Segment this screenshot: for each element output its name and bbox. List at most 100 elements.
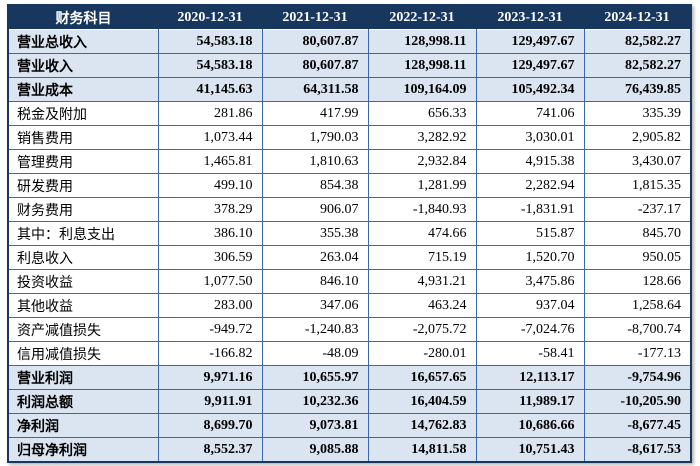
cell-value: 129,497.67 [475, 29, 585, 54]
cell-value: 10,686.66 [475, 413, 585, 438]
cell-value: 16,404.59 [367, 389, 477, 414]
row-label: 研发费用 [7, 173, 159, 198]
cell-value: 14,762.83 [367, 413, 477, 438]
cell-value: -949.72 [157, 317, 263, 342]
cell-value: 105,492.34 [475, 77, 585, 102]
row-label: 营业总收入 [7, 29, 159, 54]
cell-value: 355.38 [261, 221, 369, 246]
cell-value: 386.10 [157, 221, 263, 246]
row-label: 财务费用 [7, 197, 159, 222]
cell-value: 1,077.50 [157, 269, 263, 294]
cell-value: 845.70 [583, 221, 692, 246]
table-row: 营业收入 54,583.18 80,607.87 128,998.11 129,497.… [7, 53, 692, 78]
cell-value: 128,998.11 [367, 29, 477, 54]
cell-value: 8,552.37 [157, 437, 263, 463]
cell-value: 3,282.92 [367, 125, 477, 150]
table-row: 税金及附加 281.86 417.99 656.33 741.06 335.39 [7, 101, 692, 126]
cell-value: -10,205.90 [583, 389, 692, 414]
cell-value: 14,811.58 [367, 437, 477, 463]
cell-value: 4,915.38 [475, 149, 585, 174]
cell-value: -48.09 [261, 341, 369, 366]
cell-value: 12,113.17 [475, 365, 585, 390]
cell-value: 1,520.70 [475, 245, 585, 270]
cell-value: 80,607.87 [261, 29, 369, 54]
cell-value: 76,439.85 [583, 77, 692, 102]
cell-value: 128.66 [583, 269, 692, 294]
cell-value: 9,085.88 [261, 437, 369, 463]
cell-value: 16,657.65 [367, 365, 477, 390]
cell-value: 3,475.86 [475, 269, 585, 294]
table-row: 研发费用 499.10 854.38 1,281.99 2,282.94 1,815.35 [7, 173, 692, 198]
cell-value: 1,790.03 [261, 125, 369, 150]
cell-value: 1,073.44 [157, 125, 263, 150]
row-label: 归母净利润 [7, 437, 159, 463]
cell-value: -1,840.93 [367, 197, 477, 222]
cell-value: -177.13 [583, 341, 692, 366]
cell-value: 10,232.36 [261, 389, 369, 414]
cell-value: 3,430.07 [583, 149, 692, 174]
row-label: 管理费用 [7, 149, 159, 174]
cell-value: 1,465.81 [157, 149, 263, 174]
table-row: 财务费用 378.29 906.07 -1,840.93 -1,831.91 -237.1… [7, 197, 692, 222]
cell-value: 347.06 [261, 293, 369, 318]
row-label: 投资收益 [7, 269, 159, 294]
cell-value: 1,815.35 [583, 173, 692, 198]
column-header-date: 2022-12-31 [368, 5, 476, 30]
column-header-date: 2023-12-31 [476, 5, 584, 30]
table-row: 信用减值损失 -166.82 -48.09 -280.01 -58.41 -177.13 [7, 341, 692, 366]
cell-value: 283.00 [157, 293, 263, 318]
cell-value: 937.04 [475, 293, 585, 318]
table-row: 销售费用 1,073.44 1,790.03 3,282.92 3,030.01 2,90… [7, 125, 692, 150]
table-row: 营业总收入 54,583.18 80,607.87 128,998.11 129,497… [7, 29, 692, 54]
table-row: 投资收益 1,077.50 846.10 4,931.21 3,475.86 128.66 [7, 269, 692, 294]
column-header-date: 2024-12-31 [584, 5, 691, 30]
row-label: 销售费用 [7, 125, 159, 150]
row-label: 资产减值损失 [7, 317, 159, 342]
cell-value: 54,583.18 [157, 29, 263, 54]
cell-value: 281.86 [157, 101, 263, 126]
cell-value: -7,024.76 [475, 317, 585, 342]
table-header: 财务科目 2020-12-31 2021-12-31 2022-12-31 2023-1… [8, 5, 691, 30]
table-row: 资产减值损失 -949.72 -1,240.83 -2,075.72 -7,024.76… [7, 317, 692, 342]
cell-value: -8,617.53 [583, 437, 692, 463]
cell-value: 2,932.84 [367, 149, 477, 174]
table-row: 管理费用 1,465.81 1,810.63 2,932.84 4,915.38 3,43… [7, 149, 692, 174]
table-row: 其他收益 283.00 347.06 463.24 937.04 1,258.64 [7, 293, 692, 318]
cell-value: 109,164.09 [367, 77, 477, 102]
cell-value: -166.82 [157, 341, 263, 366]
cell-value: 656.33 [367, 101, 477, 126]
cell-value: 80,607.87 [261, 53, 369, 78]
row-label: 营业收入 [7, 53, 159, 78]
cell-value: 463.24 [367, 293, 477, 318]
cell-value: 9,073.81 [261, 413, 369, 438]
cell-value: 854.38 [261, 173, 369, 198]
cell-value: 715.19 [367, 245, 477, 270]
row-label: 其中：利息支出 [7, 221, 159, 246]
table-row: 营业成本 41,145.63 64,311.58 109,164.09 105,492.… [7, 77, 692, 102]
cell-value: 9,911.91 [157, 389, 263, 414]
cell-value: 1,258.64 [583, 293, 692, 318]
cell-value: 741.06 [475, 101, 585, 126]
cell-value: 2,905.82 [583, 125, 692, 150]
row-label: 利润总额 [7, 389, 159, 414]
cell-value: 1,281.99 [367, 173, 477, 198]
cell-value: -9,754.96 [583, 365, 692, 390]
cell-value: 499.10 [157, 173, 263, 198]
table-row: 利润总额 9,911.91 10,232.36 16,404.59 11,989.17-… [7, 389, 692, 414]
cell-value: 1,810.63 [261, 149, 369, 174]
cell-value: 129,497.67 [475, 53, 585, 78]
cell-value: -8,700.74 [583, 317, 692, 342]
cell-value: -237.17 [583, 197, 692, 222]
cell-value: 906.07 [261, 197, 369, 222]
cell-value: 417.99 [261, 101, 369, 126]
column-header-date: 2020-12-31 [158, 5, 262, 30]
table-row: 营业利润 9,971.16 10,655.97 16,657.65 12,113.17-… [7, 365, 692, 390]
cell-value: 2,282.94 [475, 173, 585, 198]
row-label: 其他收益 [7, 293, 159, 318]
cell-value: 8,699.70 [157, 413, 263, 438]
table-row: 净利润 8,699.70 9,073.81 14,762.83 10,686.66 -8,… [7, 413, 692, 438]
cell-value: 82,582.27 [583, 29, 692, 54]
column-header-subject: 财务科目 [8, 5, 158, 30]
cell-value: 64,311.58 [261, 77, 369, 102]
cell-value: -1,831.91 [475, 197, 585, 222]
